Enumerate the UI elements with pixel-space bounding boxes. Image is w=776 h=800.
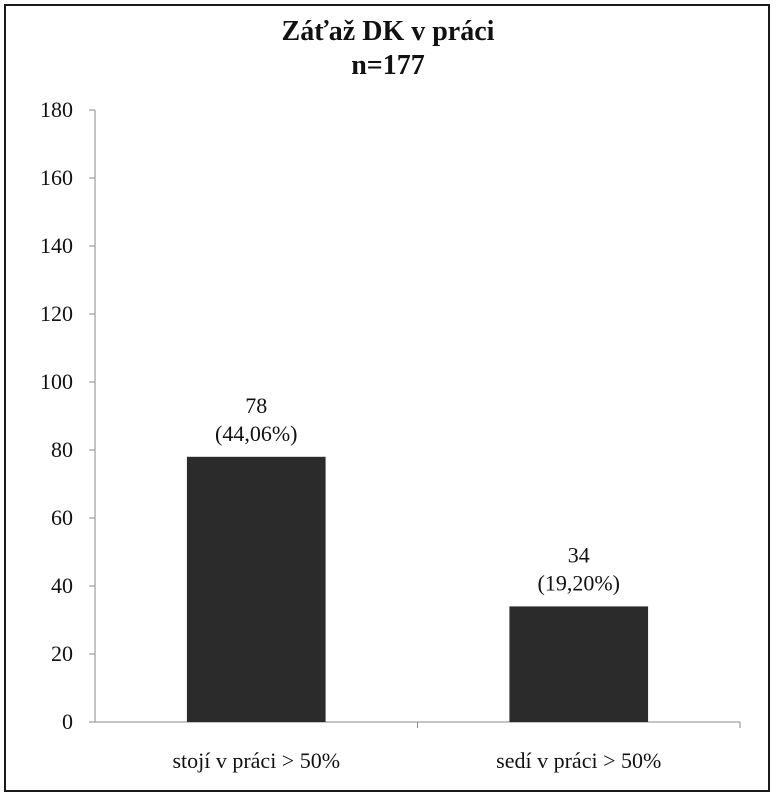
y-tick-label: 20 [51, 641, 73, 666]
chart-title: Záťaž DK v práci [281, 16, 495, 47]
data-label-value: 34 [568, 542, 590, 567]
y-tick-label: 160 [40, 165, 73, 190]
bars [186, 456, 649, 722]
y-tick-label: 40 [51, 573, 73, 598]
y-tick-label: 140 [40, 233, 73, 258]
y-tick-label: 60 [51, 505, 73, 530]
y-tick-label: 0 [62, 709, 73, 734]
data-label-percent: (19,20%) [538, 570, 620, 595]
data-label-value: 78 [245, 393, 267, 418]
y-tick-label: 100 [40, 369, 73, 394]
bar [509, 606, 649, 722]
y-tick-label: 120 [40, 301, 73, 326]
x-tick-label: stojí v práci > 50% [172, 748, 340, 773]
y-axis: 0 20 40 60 80 100 120 140 160 180 [40, 97, 96, 734]
y-tick-label: 180 [40, 97, 73, 122]
bar [186, 456, 326, 722]
chart-subtitle: n=177 [351, 50, 425, 81]
x-tick-label: sedí v práci > 50% [496, 748, 661, 773]
data-labels: 78 (44,06%) 34 (19,20%) [215, 393, 620, 596]
data-label-percent: (44,06%) [215, 421, 297, 446]
y-tick-label: 80 [51, 437, 73, 462]
x-axis: stojí v práci > 50% sedí v práci > 50% [89, 721, 741, 773]
